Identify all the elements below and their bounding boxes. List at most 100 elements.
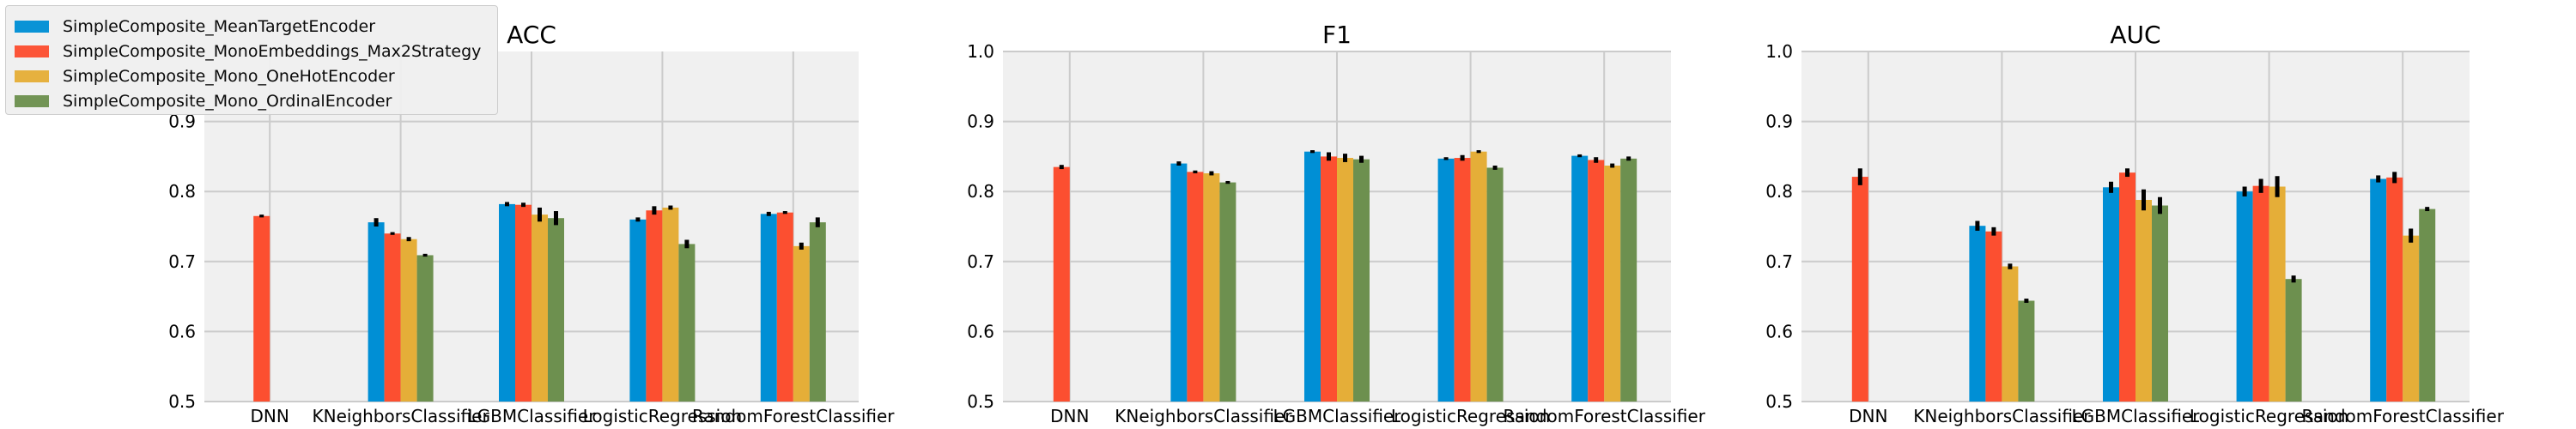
x-tick-label: DNN: [251, 406, 289, 426]
legend-label: SimpleComposite_Mono_OrdinalEncoder: [63, 91, 392, 111]
bar: [368, 222, 385, 402]
bar: [1486, 167, 1504, 402]
bar: [1304, 151, 1321, 402]
bar: [1437, 158, 1455, 402]
bar: [678, 244, 696, 402]
y-tick-label: 0.8: [1765, 181, 1793, 202]
bar: [253, 215, 270, 402]
bar: [1219, 182, 1236, 402]
x-tick-label: RandomForestClassifier: [1503, 406, 1705, 426]
legend-label: SimpleComposite_Mono_OneHotEncoder: [63, 66, 395, 86]
bar: [2403, 235, 2420, 402]
legend-label: SimpleComposite_MeanTargetEncoder: [63, 16, 376, 36]
bar: [1969, 226, 1986, 402]
bar: [793, 245, 810, 402]
legend-item: SimpleComposite_MonoEmbeddings_Max2Strat…: [15, 39, 497, 63]
y-tick-label: 0.5: [168, 391, 196, 412]
x-tick-label: LogisticRegression: [2190, 406, 2349, 426]
bar: [2386, 177, 2403, 402]
x-tick-label: RandomForestClassifier: [692, 406, 895, 426]
y-tick-label: 0.7: [168, 251, 196, 272]
bar: [1321, 156, 1337, 402]
bar: [1604, 166, 1621, 402]
bar: [2018, 300, 2035, 402]
legend-item: SimpleComposite_Mono_OneHotEncoder: [15, 63, 497, 88]
x-tick-label: KNeighborsClassifier: [1115, 406, 1292, 426]
bar: [760, 214, 777, 402]
bar: [1203, 172, 1220, 402]
bar: [1170, 163, 1188, 402]
y-tick-label: 0.6: [1765, 321, 1793, 341]
bar: [1985, 231, 2002, 402]
legend-label: SimpleComposite_MonoEmbeddings_Max2Strat…: [63, 41, 482, 61]
x-tick-label: DNN: [1849, 406, 1887, 426]
bar: [2152, 205, 2168, 402]
bar: [1187, 172, 1204, 402]
y-tick-label: 0.7: [1765, 251, 1793, 272]
bar: [2419, 208, 2436, 402]
bar: [2285, 279, 2302, 402]
chart-panel-f1: 0.5 0.6 0.7 0.8 0.9 1.0 DNN KNeighborsClassifie…: [967, 21, 1706, 426]
bar: [2119, 172, 2136, 402]
bar: [2002, 266, 2019, 402]
bar: [1851, 177, 1868, 402]
legend: SimpleComposite_MeanTargetEncoder Simple…: [5, 5, 498, 115]
bar: [646, 210, 663, 402]
y-tick-label: 0.9: [1765, 112, 1793, 132]
bar: [1620, 158, 1637, 402]
bar: [1571, 155, 1589, 402]
x-tick-label: LGBMClassifier: [1273, 406, 1402, 426]
bar: [809, 222, 826, 402]
bar: [532, 214, 548, 402]
bar: [2269, 186, 2286, 402]
bar: [629, 219, 647, 402]
legend-swatch: [15, 94, 49, 107]
x-tick-label: LogisticRegression: [583, 406, 743, 426]
bar: [1454, 158, 1471, 402]
legend-swatch: [15, 45, 49, 57]
bar: [2370, 178, 2387, 402]
x-tick-label: DNN: [1050, 406, 1089, 426]
y-tick-label: 0.5: [967, 391, 994, 412]
y-tick-label: 1.0: [967, 41, 994, 62]
bar: [515, 204, 532, 402]
x-tick-label: KNeighborsClassifier: [313, 406, 490, 426]
chart-panel-auc: 0.5 0.6 0.7 0.8 0.9 1.0 DNN KNeighborsClassifie…: [1765, 21, 2505, 426]
bar: [400, 239, 417, 402]
x-tick-label: KNeighborsClassifier: [1913, 406, 2091, 426]
y-tick-label: 0.6: [967, 321, 994, 341]
bar: [1053, 166, 1070, 402]
bar: [1470, 151, 1487, 402]
chart-title: ACC: [507, 21, 556, 49]
y-tick-label: 0.6: [168, 321, 196, 341]
bar: [1588, 160, 1605, 402]
bar: [1353, 159, 1370, 402]
bar: [662, 207, 679, 402]
chart-title: AUC: [2110, 21, 2160, 49]
bar: [416, 255, 434, 402]
bar: [2103, 187, 2119, 402]
bar: [548, 218, 564, 402]
chart-title: F1: [1322, 21, 1352, 49]
y-tick-label: 0.7: [967, 251, 994, 272]
y-tick-label: 0.9: [967, 112, 994, 132]
y-tick-label: 0.8: [168, 181, 196, 202]
bar: [776, 212, 793, 402]
bar: [1337, 158, 1353, 402]
x-tick-label: RandomForestClassifier: [2301, 406, 2504, 426]
legend-item: SimpleComposite_Mono_OrdinalEncoder: [15, 88, 497, 113]
x-tick-label: LogisticRegression: [1391, 406, 1551, 426]
y-tick-label: 0.5: [1765, 391, 1793, 412]
y-tick-label: 0.8: [967, 181, 994, 202]
bar: [2236, 191, 2253, 402]
legend-item: SimpleComposite_MeanTargetEncoder: [15, 14, 497, 39]
bar: [384, 233, 401, 402]
bar: [499, 203, 515, 402]
bar: [2136, 199, 2152, 402]
legend-swatch: [15, 20, 49, 33]
y-tick-label: 1.0: [1765, 41, 1793, 62]
x-tick-label: LGBMClassifier: [468, 406, 597, 426]
bar: [2252, 185, 2269, 402]
